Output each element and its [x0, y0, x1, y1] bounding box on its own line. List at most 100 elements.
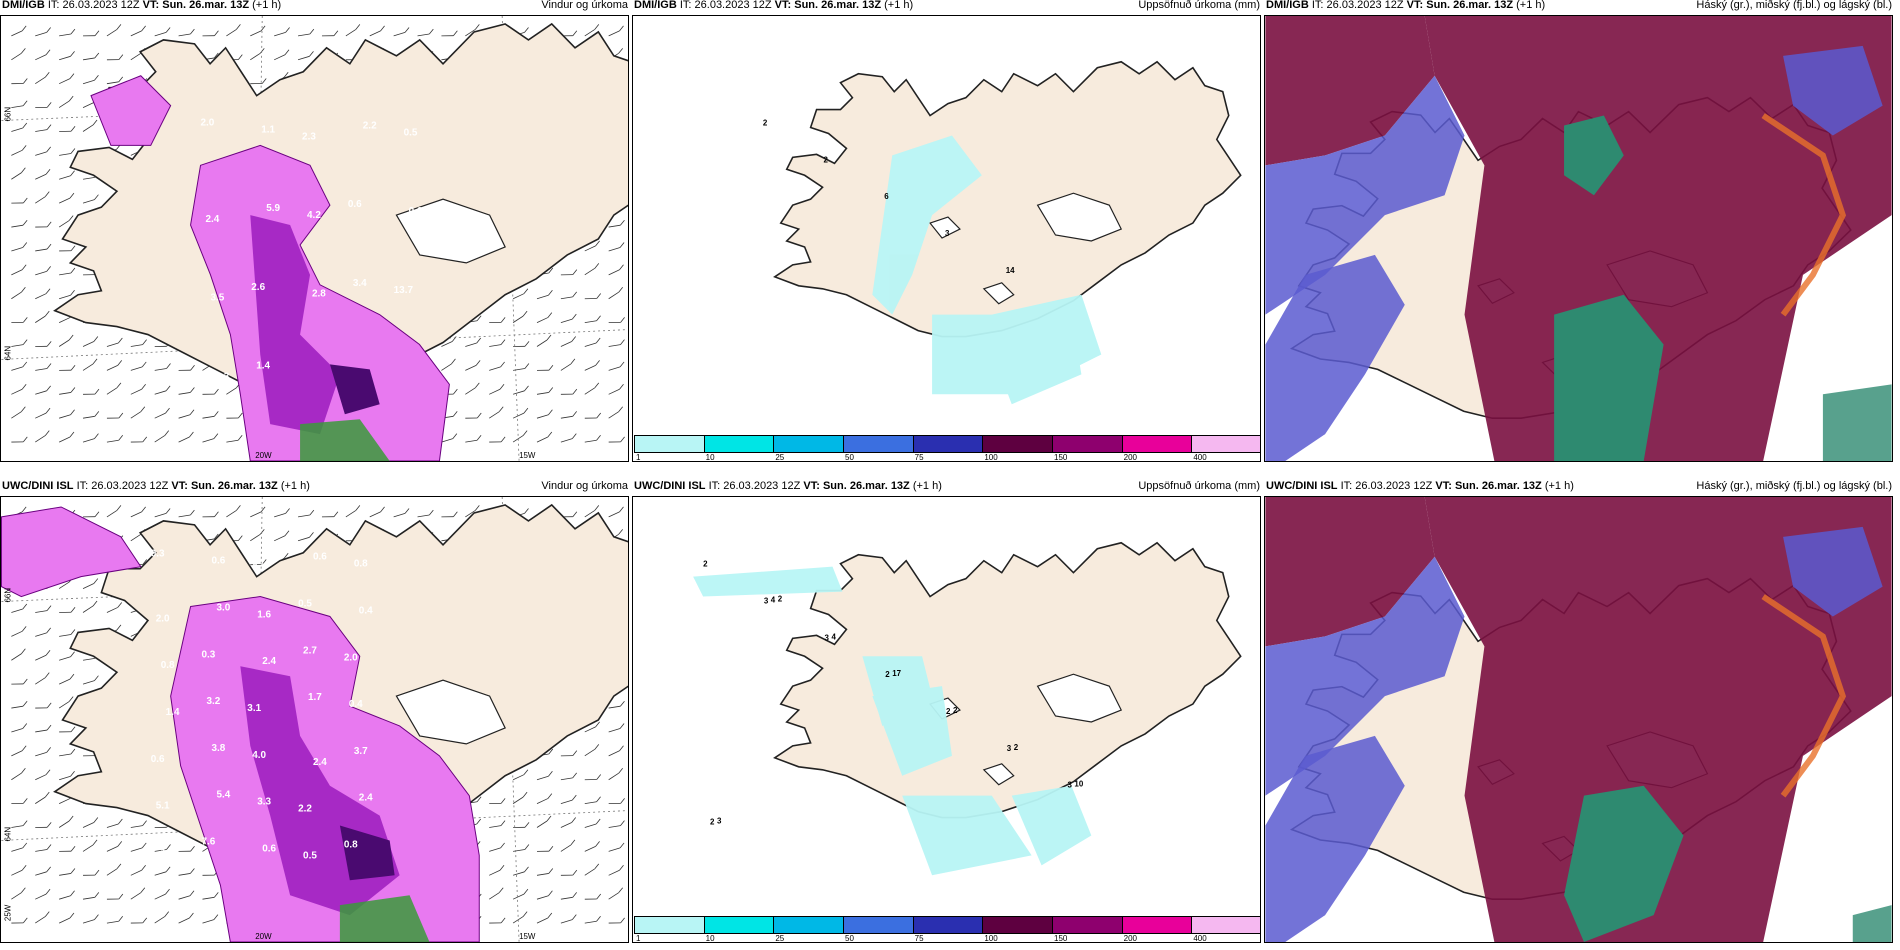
accum-value-label: 2 — [1014, 743, 1019, 752]
panel-header: UWC/DINI ISL IT: 26.03.2023 12Z VT: Sun.… — [1, 477, 632, 495]
lat-label-64n: 64N — [3, 346, 12, 361]
it-label: IT: — [76, 480, 89, 492]
precip-value-label: 5.9 — [266, 203, 280, 214]
precip-value-label: 5.4 — [216, 790, 230, 801]
accum-value-label: 2 — [763, 119, 768, 128]
glacier-vatnajokull — [1036, 673, 1123, 723]
map-canvas: 2.0 1.1 2.3 2.2 0.5 2.4 5.9 4.2 0.6 0.6 3.5 2.6 2.8 3… — [1, 16, 628, 461]
panel-title: Vindur og úrkoma — [541, 0, 628, 11]
colorbar-tick-label: 25 — [775, 934, 785, 942]
lat-label-64n: 64N — [3, 827, 12, 842]
colorbar-tick-label: 50 — [845, 934, 854, 942]
precip-value-label: 3.3 — [257, 797, 271, 808]
colorbar-tick-label: 100 — [984, 453, 998, 461]
map-frame: 0.3 0.6 0.7 0.6 0.8 2.0 3.0 1.6 0.5 0.4 0.8 0.3 2.4 2… — [1, 497, 628, 942]
valid-time: Sun. 26.mar. 13Z — [162, 0, 250, 11]
cloud-field — [1265, 16, 1892, 461]
precip-value-label: 0.6 — [348, 199, 362, 210]
init-time: 26.03.2023 12Z — [62, 0, 140, 11]
precip-value-label: 6.3 — [215, 371, 229, 382]
colorbar-tick-label: 25 — [775, 453, 785, 461]
model-name: UWC/DINI ISL — [1266, 480, 1338, 492]
accum-value-label: 14 — [1006, 266, 1015, 275]
panel-header: DMI/IGB IT: 26.03.2023 12Z VT: Sun. 26.m… — [633, 0, 1264, 14]
colorbar-swatch — [1121, 916, 1193, 934]
precip-colorbar: 1 10 25 50 75 100 150 200 400 — [634, 435, 1260, 461]
precip-value-label: 0.6 — [313, 552, 327, 563]
colorbar-tick-label: 150 — [1054, 453, 1068, 461]
accum-value-label: 2 — [885, 670, 890, 679]
precip-labels: 0.3 0.6 0.7 0.6 0.8 2.0 3.0 1.6 0.5 0.4 0.8 0.3 2.4 2… — [151, 549, 373, 862]
precip-value-label: 0.3 — [202, 649, 216, 660]
glacier-vatnajokull — [395, 679, 506, 745]
colorbar-tick-label: 400 — [1193, 934, 1207, 942]
precip-value-label: 0.8 — [354, 559, 368, 570]
precip-value-label: 2.0 — [201, 118, 215, 129]
precip-value-label: 3.4 — [353, 278, 367, 289]
colorbar-swatch — [982, 435, 1053, 453]
glacier-langjokull — [929, 216, 961, 239]
precip-value-label: 7.6 — [202, 836, 216, 847]
panel-title: Vindur og úrkoma — [541, 480, 628, 492]
colorbar-swatch — [1191, 916, 1260, 934]
map-frame: 2.0 1.1 2.3 2.2 0.5 2.4 5.9 4.2 0.6 0.6 3.5 2.6 2.8 3… — [1, 16, 628, 461]
accum-value-label: 2 — [710, 818, 715, 827]
init-time: 26.03.2023 12Z — [1326, 0, 1404, 11]
precip-value-label: 2.4 — [359, 793, 373, 804]
panel-wind-top: DMI/IGB IT: 26.03.2023 12Z VT: Sun. 26.m… — [0, 0, 629, 462]
precip-value-label: 0.5 — [298, 599, 312, 610]
precip-value-label: 0.5 — [404, 127, 418, 138]
colorbar-swatch — [1191, 435, 1260, 453]
colorbar-swatch — [843, 435, 914, 453]
colorbar-tick-label: 75 — [914, 934, 924, 942]
colorbar-swatch — [773, 916, 844, 934]
panel-run-info: DMI/IGB IT: 26.03.2023 12Z VT: Sun. 26.m… — [2, 0, 281, 11]
colorbar-tick-label: 10 — [705, 453, 715, 461]
panel-title: Uppsöfnuð úrkoma (mm) — [1138, 480, 1260, 492]
colorbar-swatch — [982, 916, 1053, 934]
precip-value-label: 1.4 — [166, 707, 180, 718]
precip-value-label: 0.7 — [252, 563, 266, 574]
precip-value-label: 1.4 — [256, 360, 270, 371]
accum-value-label: 2 — [946, 707, 951, 716]
panel-title: Uppsöfnuð úrkoma (mm) — [1138, 0, 1260, 11]
panel-accum-bottom: UWC/DINI ISL IT: 26.03.2023 12Z VT: Sun.… — [632, 480, 1261, 943]
precip-value-label: 0.8 — [344, 839, 358, 850]
panel-header: UWC/DINI ISL IT: 26.03.2023 12Z VT: Sun.… — [633, 477, 1264, 495]
precip-value-label: 1.6 — [257, 609, 271, 620]
colorbar-tick-label: 150 — [1054, 934, 1068, 942]
colorbar-swatch — [703, 916, 775, 934]
colorbar-swatch — [1121, 435, 1193, 453]
precip-value-label: 2.0 — [344, 652, 358, 663]
valid-time: Sun. 26.mar. 13Z — [190, 480, 278, 492]
precip-value-label: 3.0 — [216, 602, 230, 613]
lon-label-20w: 20W — [255, 451, 272, 460]
precip-field — [1, 506, 480, 942]
panel-header: DMI/IGB IT: 26.03.2023 12Z VT: Sun. 26.m… — [1265, 0, 1896, 14]
accum-value-label: 17 — [892, 669, 901, 678]
map-canvas: 2 2 6 3 14 — [633, 16, 1260, 461]
init-time: 26.03.2023 12Z — [723, 480, 801, 492]
lead-time: (+1 h) — [884, 0, 914, 11]
map-frame — [1265, 16, 1892, 461]
accum-value-label: 3 — [764, 597, 769, 606]
precip-value-label: 1.6 — [161, 847, 175, 858]
precip-value-label: 2.4 — [205, 214, 219, 225]
vt-label: VT: — [142, 0, 160, 11]
accum-value-label: 3 — [717, 817, 722, 826]
panel-wind-bottom: UWC/DINI ISL IT: 26.03.2023 12Z VT: Sun.… — [0, 480, 629, 943]
model-name: DMI/IGB — [1266, 0, 1309, 11]
model-name: DMI/IGB — [634, 0, 677, 11]
accum-value-label: 2 — [824, 155, 829, 164]
precip-value-label: 3.7 — [354, 746, 368, 757]
lon-label-25w: 25W — [3, 904, 12, 921]
colorbar-swatch — [634, 435, 705, 453]
model-name: UWC/DINI ISL — [634, 480, 706, 492]
it-label: IT: — [708, 480, 721, 492]
vt-label: VT: — [774, 0, 792, 11]
colorbar-tick-label: 1 — [636, 453, 641, 461]
lead-time: (+1 h) — [252, 0, 282, 11]
precip-value-label: 0.4 — [359, 605, 373, 616]
iceland-land — [773, 541, 1242, 819]
colorbar-swatch — [912, 916, 984, 934]
